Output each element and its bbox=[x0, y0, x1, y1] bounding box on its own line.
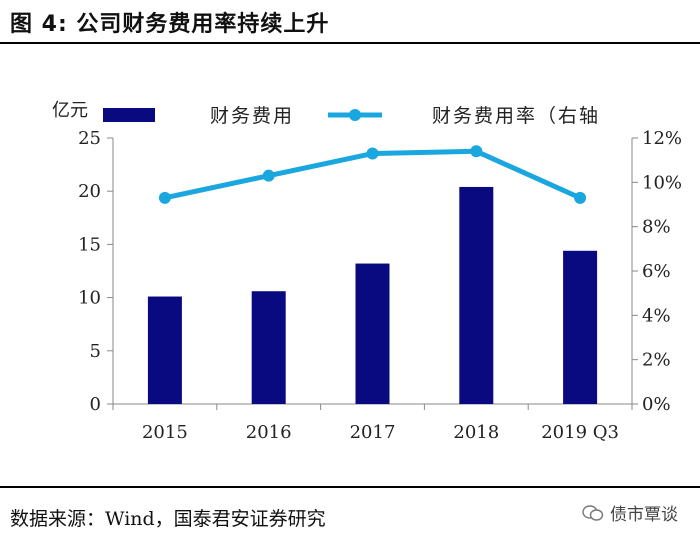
left-axis-unit: 亿元 bbox=[52, 100, 88, 121]
title-rule bbox=[0, 42, 700, 44]
line-point bbox=[470, 145, 483, 158]
right-tick-label: 4% bbox=[642, 305, 671, 326]
bar bbox=[563, 250, 598, 404]
right-tick-label: 0% bbox=[642, 394, 671, 415]
right-tick-label: 10% bbox=[642, 172, 682, 193]
figure-title: 图 4: 公司财务费用率持续上升 bbox=[10, 12, 330, 37]
right-tick-label: 8% bbox=[642, 217, 671, 238]
right-tick-label: 6% bbox=[642, 261, 671, 282]
watermark: 债市覃谈 bbox=[582, 500, 678, 525]
wechat-icon bbox=[582, 504, 604, 521]
bar bbox=[251, 291, 286, 404]
left-tick-label: 5 bbox=[90, 341, 101, 362]
x-tick-label: 2015 bbox=[142, 422, 188, 443]
line-point bbox=[366, 147, 379, 160]
x-tick-label: 2017 bbox=[350, 422, 396, 443]
x-tick-label: 2016 bbox=[246, 422, 292, 443]
watermark-text: 债市覃谈 bbox=[610, 505, 678, 525]
line-point bbox=[262, 169, 275, 182]
x-tick-label: 2018 bbox=[453, 422, 499, 443]
left-tick-label: 25 bbox=[78, 128, 101, 149]
legend-label-line: 财务费用率（右轴 bbox=[432, 105, 600, 127]
left-tick-label: 10 bbox=[78, 288, 101, 309]
legend-label-bar: 财务费用 bbox=[210, 105, 294, 127]
x-tick-label: 2019 Q3 bbox=[541, 422, 619, 443]
right-tick-label: 2% bbox=[642, 350, 671, 371]
bar bbox=[355, 263, 390, 404]
line-point bbox=[158, 191, 171, 204]
legend-marker-line bbox=[349, 109, 361, 121]
bar bbox=[459, 186, 494, 404]
combo-chart: 0 5 10 15 20 25 0% 2% 4% 6% 8% 10% 12% 2015 2016 2017 20… bbox=[52, 100, 682, 443]
left-tick-label: 20 bbox=[78, 181, 101, 202]
left-tick-label: 0 bbox=[90, 394, 101, 415]
footer-rule bbox=[0, 486, 700, 488]
line-point bbox=[574, 191, 587, 204]
bar bbox=[147, 296, 182, 404]
right-tick-label: 12% bbox=[642, 128, 682, 149]
left-tick-label: 15 bbox=[78, 234, 101, 255]
source-note: 数据来源：Wind，国泰君安证券研究 bbox=[10, 508, 326, 530]
legend-swatch-bar bbox=[103, 108, 155, 122]
